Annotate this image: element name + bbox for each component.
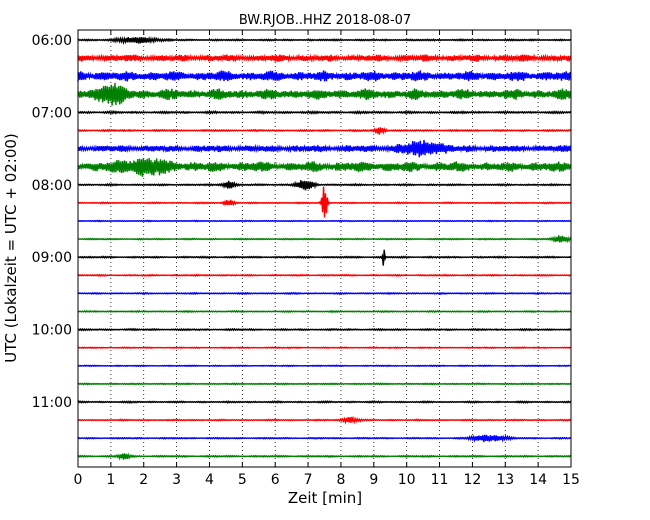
y-ticks: 06:00 07:00 08:00 09:00 10:00 11:00: [32, 33, 571, 411]
x-tick-label: 2: [139, 472, 148, 488]
y-tick-label: 06:00: [32, 33, 72, 49]
trace-row-0: [77, 35, 572, 46]
x-tick-label: 1: [106, 472, 115, 488]
x-tick-label: 8: [336, 472, 345, 488]
trace-row-3: [77, 82, 572, 106]
x-axis-label: Zeit [min]: [288, 489, 362, 507]
trace-row-17: [77, 346, 572, 350]
trace-row-7: [77, 158, 572, 177]
trace-row-1: [77, 53, 572, 63]
x-tick-label: 15: [562, 472, 580, 488]
x-tick-label: 13: [496, 472, 514, 488]
trace-row-23: [77, 452, 572, 461]
x-tick-label: 14: [529, 472, 547, 488]
trace-row-10: [77, 219, 572, 223]
x-tick-label: 4: [205, 472, 214, 488]
x-tick-label: 12: [463, 472, 481, 488]
plot-frame: [77, 29, 572, 468]
trace-row-20: [77, 399, 572, 405]
y-tick-label: 08:00: [32, 178, 72, 194]
y-tick-label: 10:00: [32, 323, 72, 339]
trace-layer: [77, 35, 572, 461]
x-tick-label: 7: [304, 472, 313, 488]
grid-lines: [110, 30, 539, 467]
x-tick-label: 6: [271, 472, 280, 488]
x-ticks: 0 1 2 3 4 5 6 7 8 9 10 11 12 13 14 15: [74, 30, 580, 488]
trace-row-14: [77, 291, 572, 296]
trace-row-18: [77, 364, 572, 368]
x-tick-label: 10: [398, 472, 416, 488]
x-tick-label: 9: [369, 472, 378, 488]
trace-row-8: [77, 180, 572, 191]
trace-row-15: [77, 309, 572, 314]
trace-row-6: [77, 140, 572, 158]
x-tick-label: 3: [172, 472, 181, 488]
trace-row-12: [77, 249, 572, 266]
chart-title: BW.RJOB..HHZ 2018-08-07: [239, 13, 411, 28]
trace-row-5: [77, 126, 572, 136]
y-tick-label: 09:00: [32, 250, 72, 266]
trace-row-16: [77, 327, 572, 332]
trace-row-21: [77, 415, 572, 425]
y-tick-label: 11:00: [32, 395, 72, 411]
trace-row-22: [77, 434, 572, 443]
x-tick-label: 11: [431, 472, 449, 488]
trace-row-11: [77, 235, 572, 244]
trace-row-9: [77, 186, 572, 218]
x-tick-label: 5: [238, 472, 247, 488]
trace-row-4: [77, 109, 572, 115]
x-tick-label: 0: [74, 472, 83, 488]
trace-row-19: [77, 382, 572, 386]
y-axis-label: UTC (Lokalzeit = UTC + 02:00): [2, 133, 20, 363]
y-tick-label: 07:00: [32, 105, 72, 121]
trace-row-13: [77, 273, 572, 277]
trace-row-2: [77, 70, 572, 82]
